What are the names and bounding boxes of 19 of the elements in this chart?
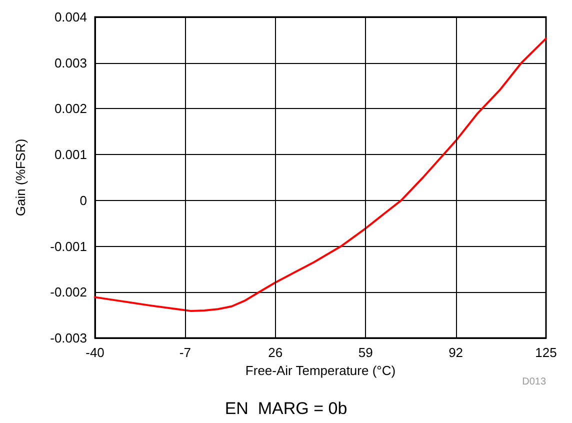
x-tick-label: 92 [448,345,464,360]
y-tick-label: -0.003 [50,330,87,346]
y-axis-title: Gain (%FSR) [13,138,28,216]
y-tick-label: 0 [80,192,87,208]
y-tick-label: -0.001 [50,238,87,254]
x-tick-label: 125 [535,345,557,360]
y-tick-label: 0.004 [54,10,87,24]
x-tick-label: 59 [358,345,373,360]
x-tick-label: -7 [179,345,191,360]
line-series [94,38,547,312]
y-tick-label: 0.002 [54,101,87,116]
y-tick-label: 0.003 [54,55,87,70]
text: EN MARG = 0b [224,399,348,418]
text: D013 [522,376,546,388]
x-axis-title: Free-Air Temperature (°C) [245,362,396,378]
x-tick-label: -40 [86,345,104,360]
y-tick-label: -0.002 [50,284,87,300]
y-tick-label: 0.001 [54,147,87,162]
x-tick-label: 26 [268,345,283,360]
